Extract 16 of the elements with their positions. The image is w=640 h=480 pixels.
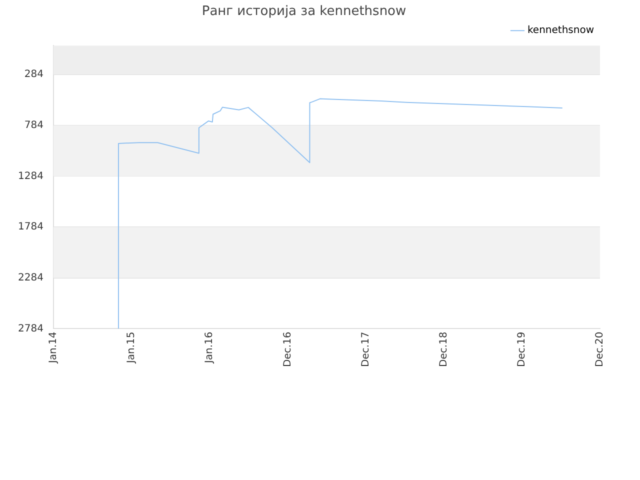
x-tick-label: Jan.15 (126, 332, 138, 364)
legend-label: kennethsnow (527, 25, 594, 36)
x-tick-label: Jan.16 (204, 332, 216, 364)
y-tick-label: 2784 (18, 323, 44, 334)
x-tick-label: Dec.18 (438, 332, 450, 368)
y-tick-label: 784 (24, 120, 44, 131)
x-tick-label: Dec.16 (282, 332, 294, 368)
x-tick-label: Dec.19 (516, 332, 528, 368)
y-tick-label: 2284 (18, 272, 44, 284)
y-tick-label: 1784 (18, 222, 44, 233)
y-tick-label: 284 (24, 69, 44, 80)
y-tick-label: 1284 (18, 170, 44, 182)
x-tick-label: Dec.20 (594, 332, 606, 368)
chart-title: Ранг историја за kennethsnow (202, 4, 407, 20)
x-tick-label: Dec.17 (360, 332, 372, 368)
x-tick-label: Jan.14 (48, 332, 60, 364)
